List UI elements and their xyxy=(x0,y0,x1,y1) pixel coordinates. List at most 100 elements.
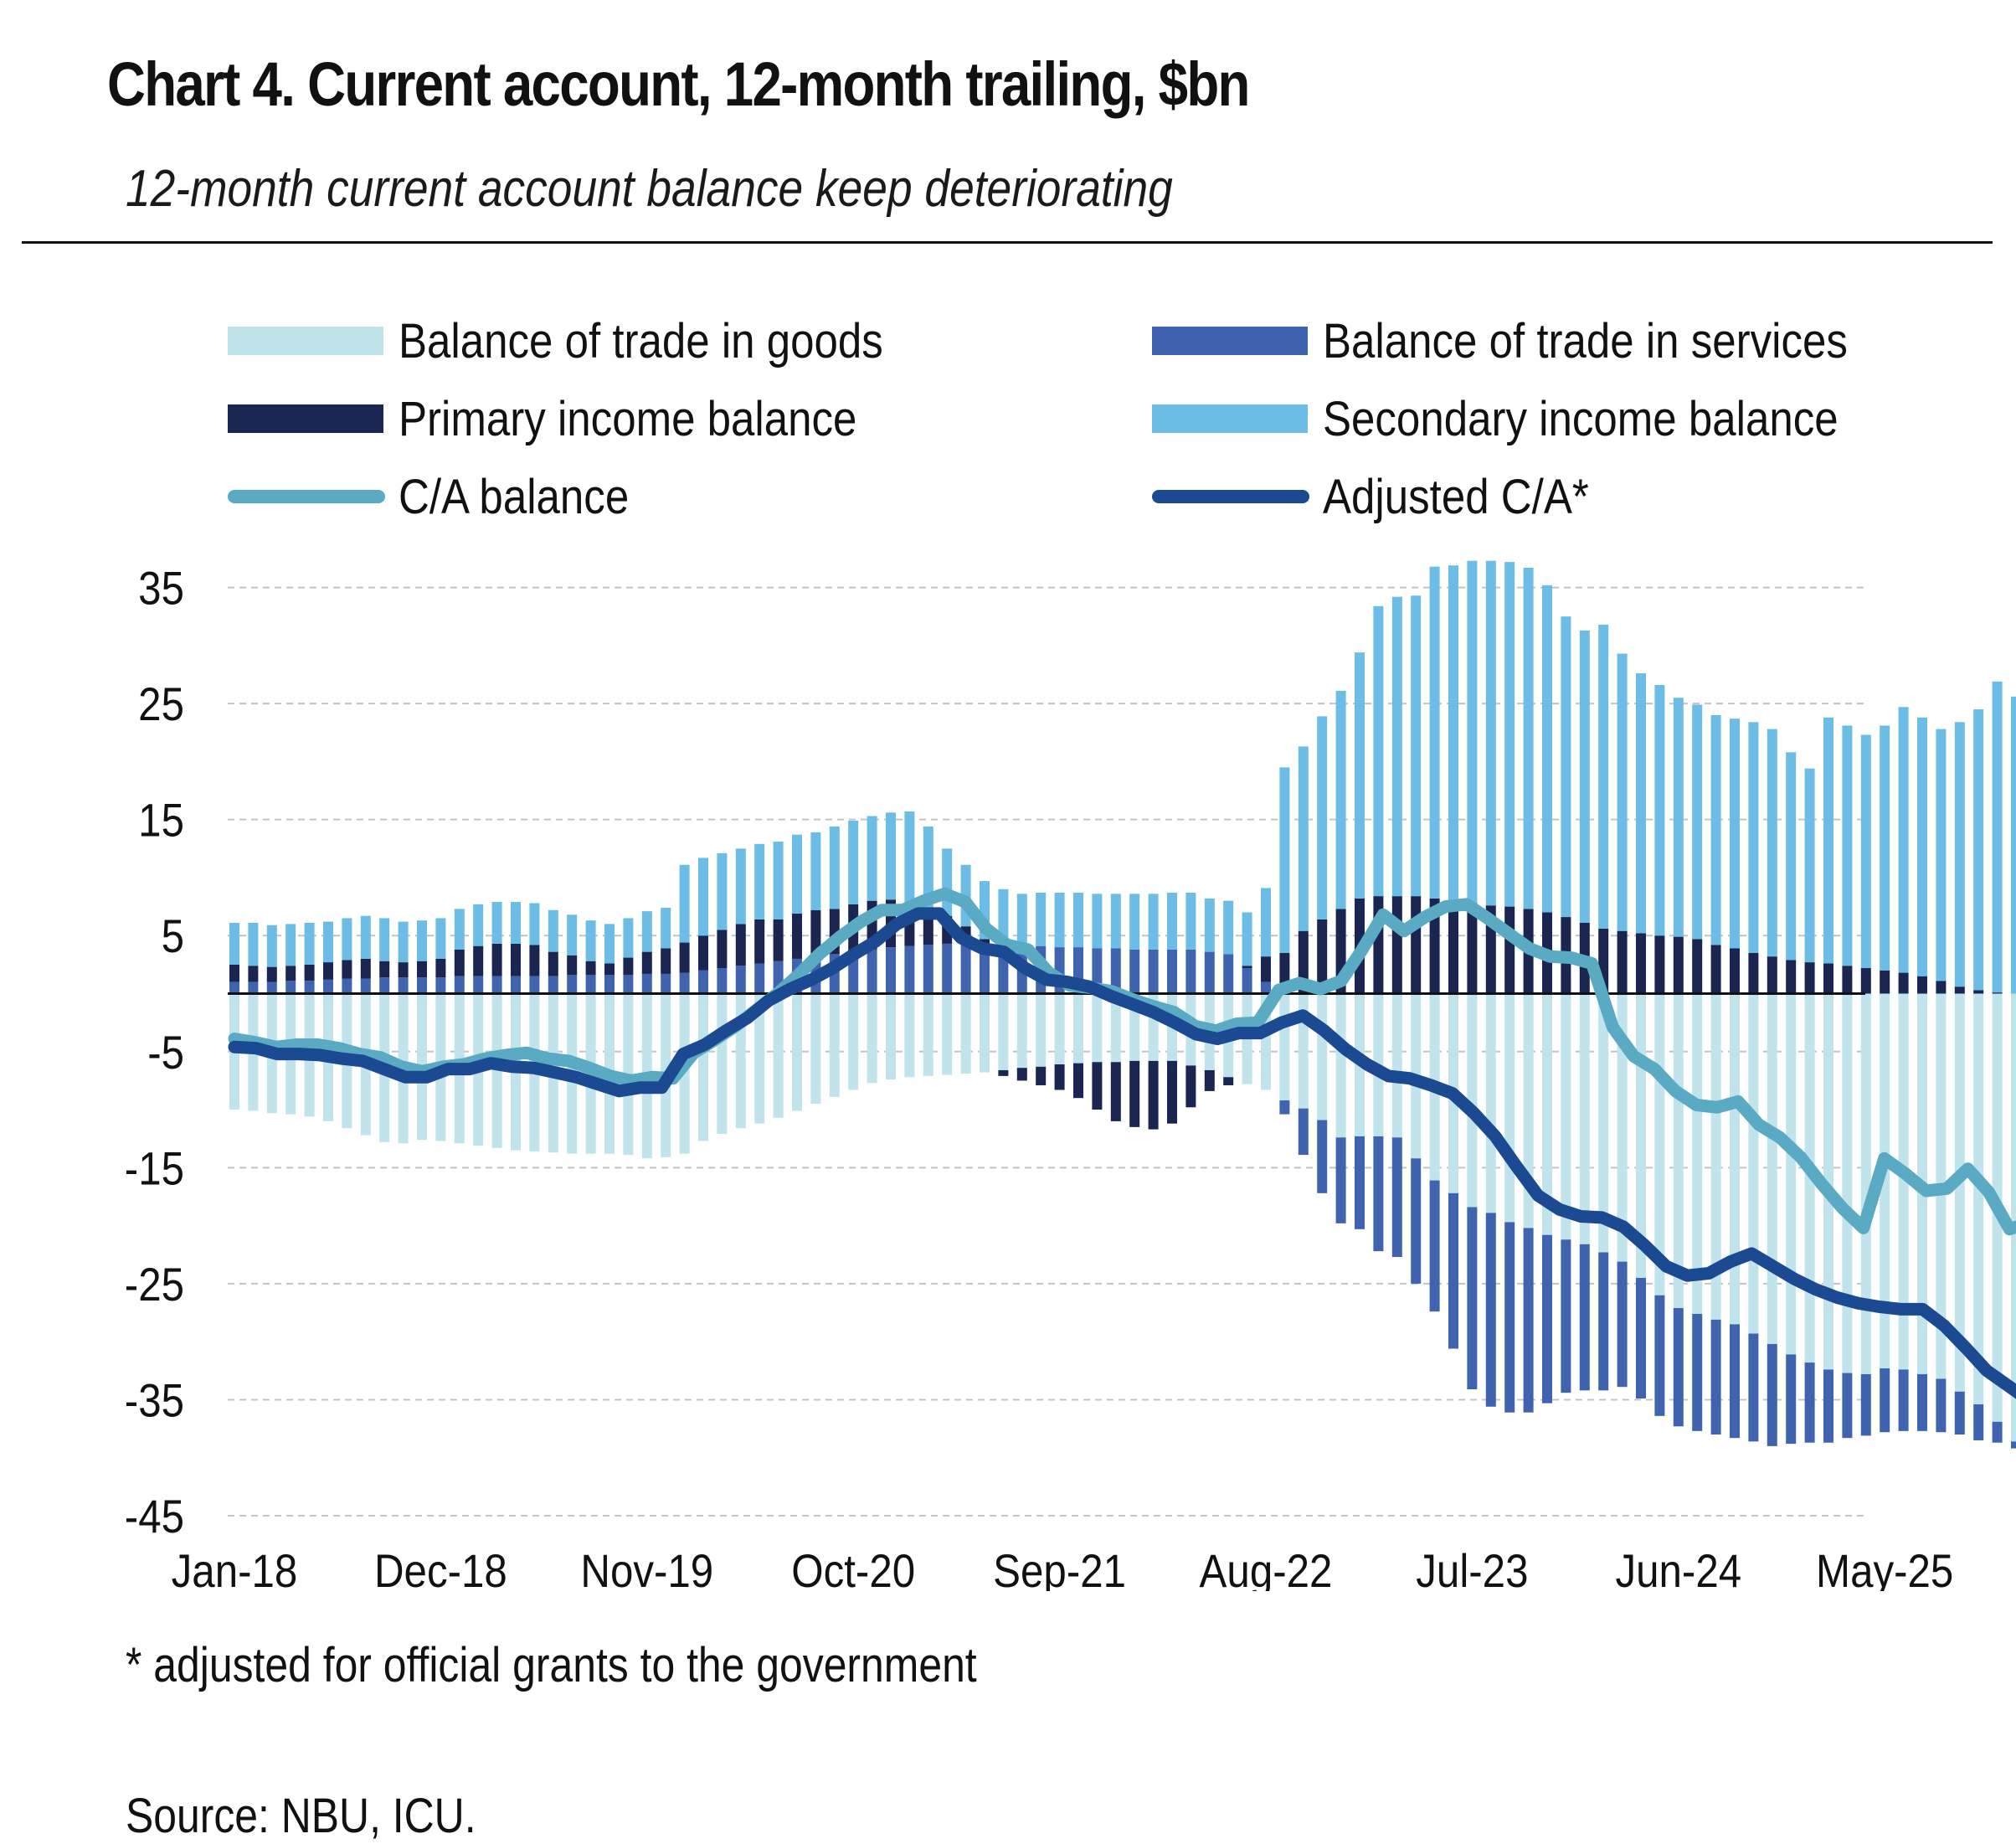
bar-goods xyxy=(867,993,877,1084)
bar-secondary xyxy=(735,848,746,925)
bar-primary xyxy=(1823,963,1833,994)
bar-goods xyxy=(1880,993,1890,1369)
bar-services xyxy=(1786,1354,1797,1445)
bar-secondary xyxy=(1185,892,1196,950)
bar-goods xyxy=(2011,993,2016,1442)
bar-services xyxy=(1842,1373,1853,1439)
bar-goods xyxy=(1617,993,1628,1262)
bar-services xyxy=(1242,968,1252,994)
bar-primary xyxy=(1110,1062,1121,1121)
bar-primary xyxy=(1429,898,1440,994)
bar-secondary xyxy=(1092,894,1103,949)
bar-primary xyxy=(1092,1062,1103,1110)
bar-secondary xyxy=(454,909,465,950)
bar-services xyxy=(1860,1373,1871,1436)
bar-goods xyxy=(1598,993,1609,1253)
bar-secondary xyxy=(1110,894,1121,949)
bar-secondary xyxy=(1654,684,1665,936)
bar-secondary xyxy=(2011,696,2016,994)
bar-goods xyxy=(1391,993,1402,1138)
bar-services xyxy=(567,975,578,994)
bar-secondary xyxy=(1936,729,1947,981)
bar-primary xyxy=(491,943,502,976)
bar-primary xyxy=(1016,1068,1027,1081)
bar-secondary xyxy=(1467,560,1478,904)
bar-secondary xyxy=(1842,725,1853,966)
bar-primary xyxy=(229,964,239,982)
bar-primary xyxy=(1860,968,1871,994)
bar-services xyxy=(2011,1441,2016,1449)
legend-swatch-primary xyxy=(228,404,383,433)
bar-services xyxy=(1148,949,1159,994)
bar-primary xyxy=(1767,956,1777,994)
bar-goods xyxy=(1485,993,1496,1213)
x-tick-label: Oct-20 xyxy=(791,1545,915,1591)
bar-goods xyxy=(1110,993,1121,1063)
bar-primary xyxy=(1448,900,1458,994)
bar-services xyxy=(285,981,296,994)
legend-swatch-services xyxy=(1152,327,1308,355)
bar-services xyxy=(1110,948,1121,994)
bar-goods xyxy=(829,993,840,1097)
bar-primary xyxy=(1917,976,1927,994)
bar-secondary xyxy=(1448,565,1458,901)
bar-services xyxy=(641,973,652,994)
x-tick-label: Aug-22 xyxy=(1200,1545,1333,1591)
bar-services xyxy=(960,943,971,994)
bar-services xyxy=(1279,1100,1290,1115)
bar-primary xyxy=(1073,1063,1083,1099)
bar-primary xyxy=(661,948,671,974)
bar-secondary xyxy=(679,864,690,943)
bar-services xyxy=(1542,1234,1552,1404)
bar-secondary xyxy=(1523,568,1534,909)
bar-services xyxy=(604,975,615,994)
bar-services xyxy=(1730,1324,1740,1439)
bar-primary xyxy=(1167,1060,1177,1124)
bar-goods xyxy=(1579,993,1590,1244)
bar-primary xyxy=(567,955,578,976)
bar-primary xyxy=(1898,972,1909,994)
bar-primary xyxy=(1148,1060,1159,1130)
bar-primary xyxy=(717,930,728,969)
x-tick-label: Jun-24 xyxy=(1615,1545,1741,1591)
source-note: Source: NBU, ICU. xyxy=(126,1789,476,1843)
y-tick-label: 35 xyxy=(138,563,184,616)
bar-secondary xyxy=(754,843,765,919)
bar-secondary xyxy=(1036,892,1047,946)
bar-goods xyxy=(1973,993,1984,1404)
bar-services xyxy=(1167,949,1177,994)
bar-services xyxy=(511,976,521,994)
bar-primary xyxy=(1992,992,2003,994)
bar-services xyxy=(473,976,484,994)
bar-services xyxy=(454,976,465,994)
bar-primary xyxy=(679,942,690,973)
chart-title: Chart 4. Current account, 12-month trail… xyxy=(107,49,1250,119)
bar-primary xyxy=(980,939,990,945)
bar-goods xyxy=(1036,993,1047,1067)
bar-services xyxy=(1823,1369,1833,1443)
bar-primary xyxy=(1692,939,1703,994)
bar-services xyxy=(304,981,315,994)
bar-primary xyxy=(1261,956,1271,982)
legend-label-secondary: Secondary income balance xyxy=(1323,392,1839,446)
bar-goods xyxy=(1561,993,1571,1240)
bar-secondary xyxy=(435,918,446,959)
bar-services xyxy=(1636,1277,1646,1399)
bar-services xyxy=(1373,1136,1384,1252)
bar-services xyxy=(661,973,671,994)
bar-services xyxy=(754,963,765,994)
bar-primary xyxy=(1730,948,1740,994)
bar-secondary xyxy=(1148,894,1159,950)
bar-services xyxy=(398,977,409,994)
bar-secondary xyxy=(1730,719,1740,949)
bar-services xyxy=(1692,1313,1703,1431)
bar-goods xyxy=(1016,993,1027,1069)
bar-secondary xyxy=(323,921,333,963)
bar-secondary xyxy=(1823,717,1833,964)
bar-primary xyxy=(1973,990,1984,994)
bar-secondary xyxy=(360,915,371,959)
bar-secondary xyxy=(1223,900,1234,955)
bar-goods xyxy=(904,993,915,1078)
